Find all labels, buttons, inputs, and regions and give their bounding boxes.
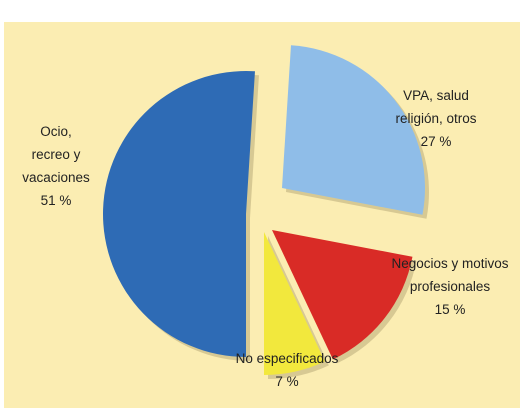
slice-label-line: No especificados <box>235 351 339 366</box>
chart-panel: Ocio, recreo y vacaciones 51 % VPA, salu… <box>4 22 520 408</box>
slice-negocios <box>272 230 413 360</box>
slice-value: 15 % <box>434 302 466 317</box>
slice-ocio <box>102 70 255 357</box>
slice-label-line: Negocios y motivos <box>391 256 509 271</box>
slice-label-line: vacaciones <box>22 170 90 185</box>
slice-label-line: religión, otros <box>395 111 477 126</box>
slice-label-line: VPA, salud <box>403 88 469 103</box>
slice-label-line: profesionales <box>409 279 491 294</box>
slice-value: 7 % <box>275 374 299 389</box>
slice-label-ocio: Ocio, recreo y vacaciones 51 % <box>8 120 104 212</box>
slice-vpa <box>282 45 425 215</box>
slice-label-negocios: Negocios y motivos profesionales 15 % <box>384 252 516 321</box>
slice-label-no-especificados: No especificados 7 % <box>222 347 352 393</box>
slice-label-line: Ocio, <box>40 124 72 139</box>
slice-value: 27 % <box>420 134 452 149</box>
pie-chart <box>102 45 429 379</box>
slice-label-vpa: VPA, salud religión, otros 27 % <box>376 84 496 153</box>
slice-label-line: recreo y <box>31 147 81 162</box>
slice-no-especificados <box>264 232 325 375</box>
slice-value: 51 % <box>40 193 72 208</box>
